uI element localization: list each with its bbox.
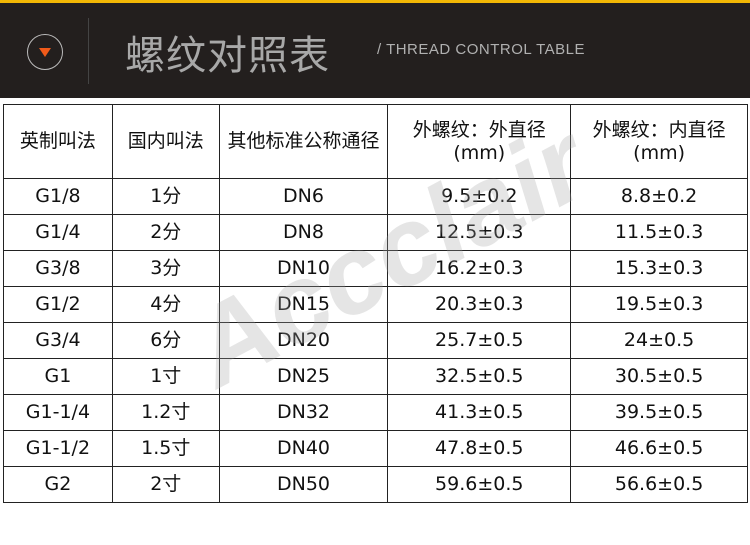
table-cell: 9.5±0.2 <box>387 178 572 215</box>
table-cell: 2寸 <box>111 466 220 503</box>
table-cell: 1寸 <box>111 358 220 395</box>
table-cell: 15.3±0.3 <box>570 250 748 287</box>
table-cell: 24±0.5 <box>570 322 748 359</box>
divider <box>88 18 89 84</box>
table-row: G1 1寸 DN25 32.5±0.5 30.5±0.5 <box>3 358 748 395</box>
table-cell: G1-1/4 <box>3 394 113 431</box>
page-subtitle: / THREAD CONTROL TABLE <box>377 41 585 58</box>
table-cell: G1/2 <box>3 286 113 323</box>
table-cell: DN8 <box>218 214 389 251</box>
table-cell: G1/8 <box>3 178 113 215</box>
table-cell: 1分 <box>111 178 220 215</box>
table-cell: 30.5±0.5 <box>570 358 748 395</box>
table-cell: 11.5±0.3 <box>570 214 748 251</box>
table-cell: 16.2±0.3 <box>387 250 572 287</box>
table-cell: DN40 <box>218 430 389 467</box>
table-cell: DN6 <box>218 178 389 215</box>
table-cell: DN10 <box>218 250 389 287</box>
table-cell: G1 <box>3 358 113 395</box>
table-row: G1/4 2分 DN8 12.5±0.3 11.5±0.3 <box>3 214 748 251</box>
table-cell: 4分 <box>111 286 220 323</box>
table-cell: 1.5寸 <box>111 430 220 467</box>
column-header: 外螺纹：内直径 (mm) <box>570 104 748 179</box>
table-cell: DN15 <box>218 286 389 323</box>
table-cell: 8.8±0.2 <box>570 178 748 215</box>
table-cell: 39.5±0.5 <box>570 394 748 431</box>
table-cell: 12.5±0.3 <box>387 214 572 251</box>
table-cell: 59.6±0.5 <box>387 466 572 503</box>
table-cell: 56.6±0.5 <box>570 466 748 503</box>
table-cell: 41.3±0.5 <box>387 394 572 431</box>
table-cell: 46.6±0.5 <box>570 430 748 467</box>
column-header: 外螺纹：外直径 (mm) <box>387 104 572 179</box>
table-row: G2 2寸 DN50 59.6±0.5 56.6±0.5 <box>3 466 748 503</box>
thread-table: 英制叫法 国内叫法 其他标准公称通径 外螺纹：外直径 (mm) 外螺纹：内直径 (mm)… <box>3 104 748 503</box>
table-cell: 25.7±0.5 <box>387 322 572 359</box>
table-cell: DN25 <box>218 358 389 395</box>
table-cell: 2分 <box>111 214 220 251</box>
table-row: G3/8 3分 DN10 16.2±0.3 15.3±0.3 <box>3 250 748 287</box>
table-cell: G3/4 <box>3 322 113 359</box>
table-cell: DN32 <box>218 394 389 431</box>
table-cell: 20.3±0.3 <box>387 286 572 323</box>
chevron-down-circle-icon <box>27 34 63 70</box>
table-cell: G1/4 <box>3 214 113 251</box>
column-header: 英制叫法 <box>3 104 113 179</box>
table-cell: 47.8±0.5 <box>387 430 572 467</box>
column-header: 其他标准公称通径 <box>218 104 389 179</box>
table-cell: 3分 <box>111 250 220 287</box>
table-cell: 19.5±0.3 <box>570 286 748 323</box>
table-cell: G1-1/2 <box>3 430 113 467</box>
table-cell: G2 <box>3 466 113 503</box>
table-row: G1-1/2 1.5寸 DN40 47.8±0.5 46.6±0.5 <box>3 430 748 467</box>
table-row: G1/2 4分 DN15 20.3±0.3 19.5±0.3 <box>3 286 748 323</box>
table-row: G1/8 1分 DN6 9.5±0.2 8.8±0.2 <box>3 178 748 215</box>
table-cell: 1.2寸 <box>111 394 220 431</box>
table-cell: 6分 <box>111 322 220 359</box>
table-cell: DN20 <box>218 322 389 359</box>
table-row: G1-1/4 1.2寸 DN32 41.3±0.5 39.5±0.5 <box>3 394 748 431</box>
top-accent-line <box>0 0 750 3</box>
table-cell: DN50 <box>218 466 389 503</box>
page-title: 螺纹对照表 <box>125 33 330 79</box>
column-header: 国内叫法 <box>111 104 220 179</box>
page-header: 螺纹对照表 / THREAD CONTROL TABLE <box>0 3 750 98</box>
table-row: G3/4 6分 DN20 25.7±0.5 24±0.5 <box>3 322 748 359</box>
table-cell: G3/8 <box>3 250 113 287</box>
table-cell: 32.5±0.5 <box>387 358 572 395</box>
